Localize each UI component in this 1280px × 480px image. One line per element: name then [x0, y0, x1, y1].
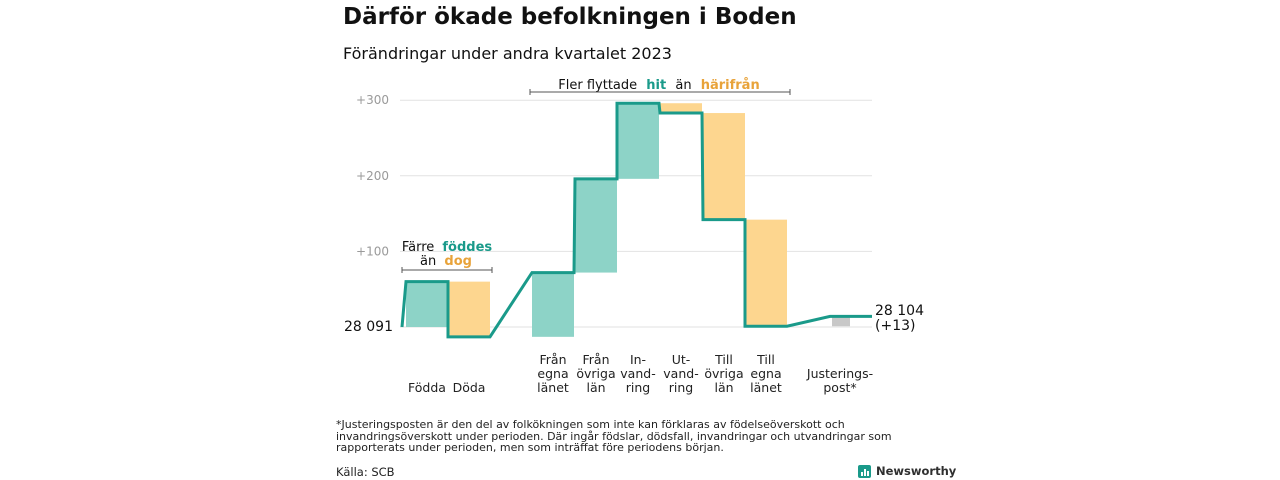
annotation-here-highlight: hit: [646, 78, 666, 93]
category-label: Födda: [408, 380, 446, 395]
brand-name: Newsworthy: [876, 464, 957, 478]
start-value-label: 28 091: [344, 319, 393, 335]
waterfall-bar: [745, 219, 787, 327]
cumulative-step-line: [400, 101, 872, 339]
annotation-fewer-born-highlight: föddes: [442, 240, 492, 255]
annotation-from-here-highlight: härifrån: [701, 78, 760, 93]
end-value-label: 28 104: [875, 303, 924, 319]
annotation-fewer-born-text: Färre: [402, 240, 434, 255]
chart-title: Därför ökade befolkningen i Boden: [343, 4, 797, 30]
footnote: *Justeringsposten är den del av folkökni…: [336, 418, 892, 454]
category-label: Ut-vand-ring: [663, 352, 698, 395]
annotation-died-highlight: dog: [444, 254, 472, 269]
end-change-label: (+13): [875, 318, 915, 334]
waterfall-bar: [617, 103, 659, 179]
chart-subtitle: Förändringar under andra kvartalet 2023: [343, 44, 672, 63]
annotation-more-moved-text: Fler flyttade: [558, 78, 637, 93]
source-label: Källa: SCB: [336, 465, 395, 479]
waterfall-bar: [660, 103, 702, 114]
newsworthy-logo: Newsworthy: [858, 464, 956, 478]
y-tick-label: +100: [356, 244, 389, 258]
waterfall-bar: [575, 178, 617, 273]
waterfall-bar: [406, 281, 448, 327]
bar-chart-icon: [858, 464, 871, 478]
annotation-fewer-born: Färre föddes än dog: [401, 240, 493, 273]
category-label: Döda: [453, 380, 486, 395]
category-label: Till övriga län: [704, 352, 743, 395]
waterfall-bar: [532, 272, 574, 337]
y-tick-label: +300: [356, 93, 389, 107]
waterfall-bar: [832, 316, 850, 327]
svg-text:Fler flyttade hit: Fler flyttade hit än härifrån: [558, 78, 759, 93]
annotation-more-moved-here: Fler flyttade hit än härifrån: [529, 78, 791, 95]
svg-text:Färre föddes: Färre föddes: [402, 240, 493, 255]
category-label: Från övriga län: [576, 352, 615, 395]
y-tick-label: +200: [356, 169, 389, 183]
category-label: Från egna länet: [537, 352, 569, 395]
annotation-than-text: än: [420, 254, 436, 269]
category-label: In-vand-ring: [620, 352, 655, 395]
category-label: Till egna länet: [750, 352, 782, 395]
waterfall-bar: [448, 281, 490, 337]
annotation-than-text-2: än: [675, 78, 691, 93]
waterfall-bar: [703, 113, 745, 220]
category-label: Justerings-post*: [806, 366, 873, 395]
svg-text:än dog: än dog: [420, 254, 472, 269]
